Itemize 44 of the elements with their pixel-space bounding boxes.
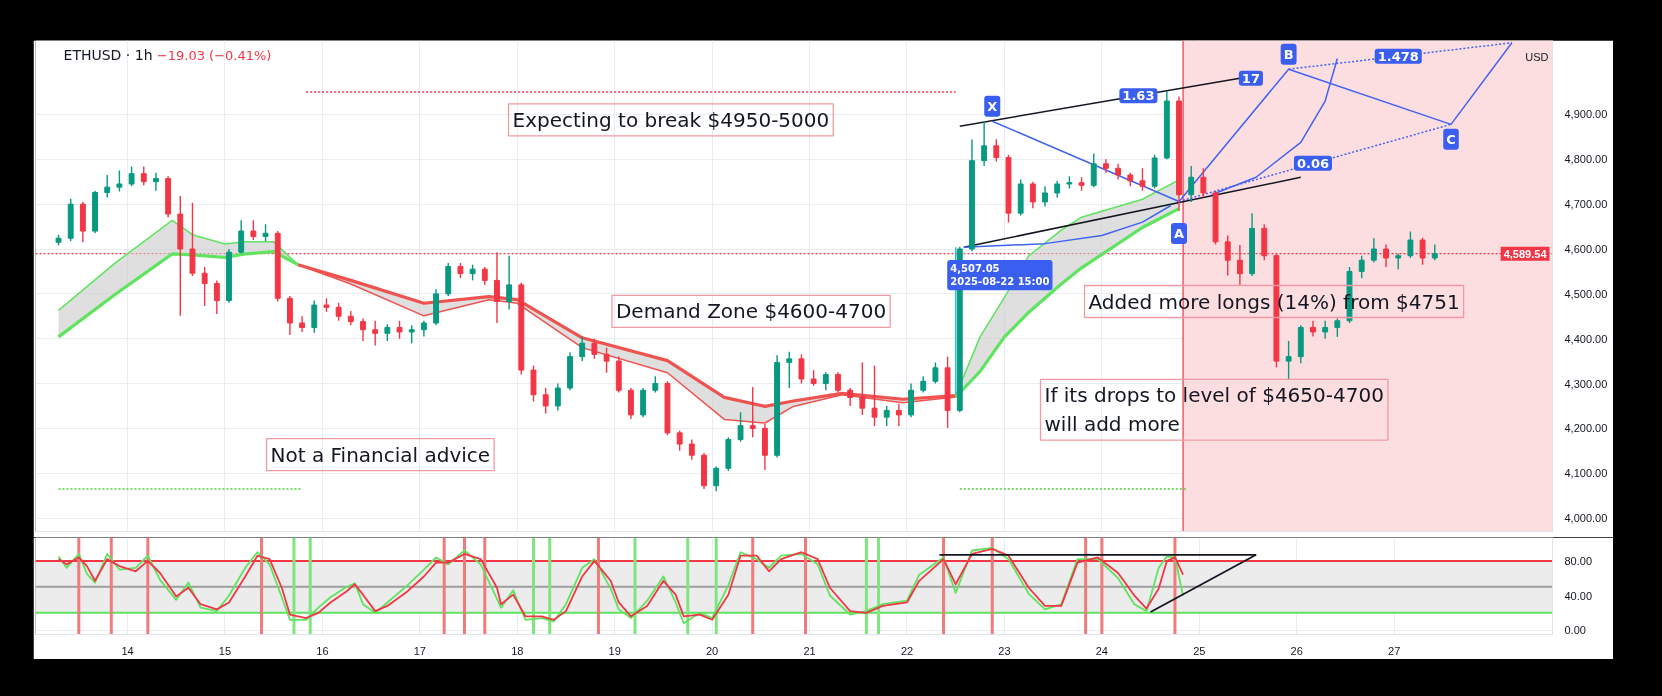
annotation: 17 [1241, 70, 1260, 86]
annotation: A [1173, 225, 1185, 241]
y-tick-label: 0.00 [1564, 624, 1586, 637]
y-tick-label: 4,900.00 [1564, 108, 1608, 121]
y-tick-label: 4,500.00 [1564, 287, 1608, 300]
annotation: 1.63 [1122, 88, 1155, 104]
y-tick-label: 4,100.00 [1564, 467, 1608, 480]
text: −19.03 (−0.41%) [156, 47, 272, 63]
x-tick-label: 16 [316, 644, 329, 657]
x-tick-label: 21 [803, 644, 816, 657]
annotation: Not a Financial advice [270, 442, 491, 467]
x-tick-label: 24 [1095, 644, 1108, 657]
annotation: X [987, 98, 998, 114]
annotation: 0.06 [1296, 155, 1330, 171]
y-axis-title: USD [1525, 51, 1549, 64]
x-tick-label: 22 [900, 644, 914, 657]
text: ETHUSD · 1h [63, 47, 153, 64]
x-tick-label: 15 [218, 644, 232, 657]
x-tick-label: 26 [1290, 644, 1303, 657]
x-tick-label: 25 [1193, 644, 1206, 657]
ref-line-label: 4,589.54 [1503, 247, 1548, 260]
annotation: 1.478 [1377, 48, 1419, 64]
y-tick-label: 4,000.00 [1564, 512, 1608, 525]
x-tick-label: 17 [413, 644, 426, 657]
y-tick-label: 4,800.00 [1564, 153, 1608, 166]
annotation: C [1446, 131, 1456, 147]
y-tick-label: 80.00 [1564, 554, 1593, 567]
y-tick-label: 4,300.00 [1564, 377, 1608, 390]
x-tick-label: 27 [1388, 644, 1401, 657]
x-tick-label: 18 [511, 644, 524, 657]
y-tick-label: 40.00 [1564, 589, 1593, 602]
y-tick-label: 4,200.00 [1564, 422, 1608, 435]
y-tick-label: 4,400.00 [1564, 332, 1608, 345]
annotation: 4,507.05 2025-08-22 15:00 [950, 262, 1050, 288]
y-tick-label: 4,700.00 [1564, 198, 1608, 211]
x-tick-label: 23 [998, 644, 1011, 657]
y-tick-label: 4,600.00 [1564, 243, 1608, 256]
x-tick-label: 20 [706, 644, 719, 657]
annotation: If its drops to level of $4650-4700 will add more [1044, 383, 1384, 437]
annotation: Demand Zone $4600-4700 [615, 299, 887, 324]
annotation: B [1283, 46, 1294, 62]
x-tick-label: 19 [608, 644, 621, 657]
annotation: Expecting to break $4950-5000 [512, 107, 830, 132]
x-tick-label: 14 [121, 644, 134, 657]
